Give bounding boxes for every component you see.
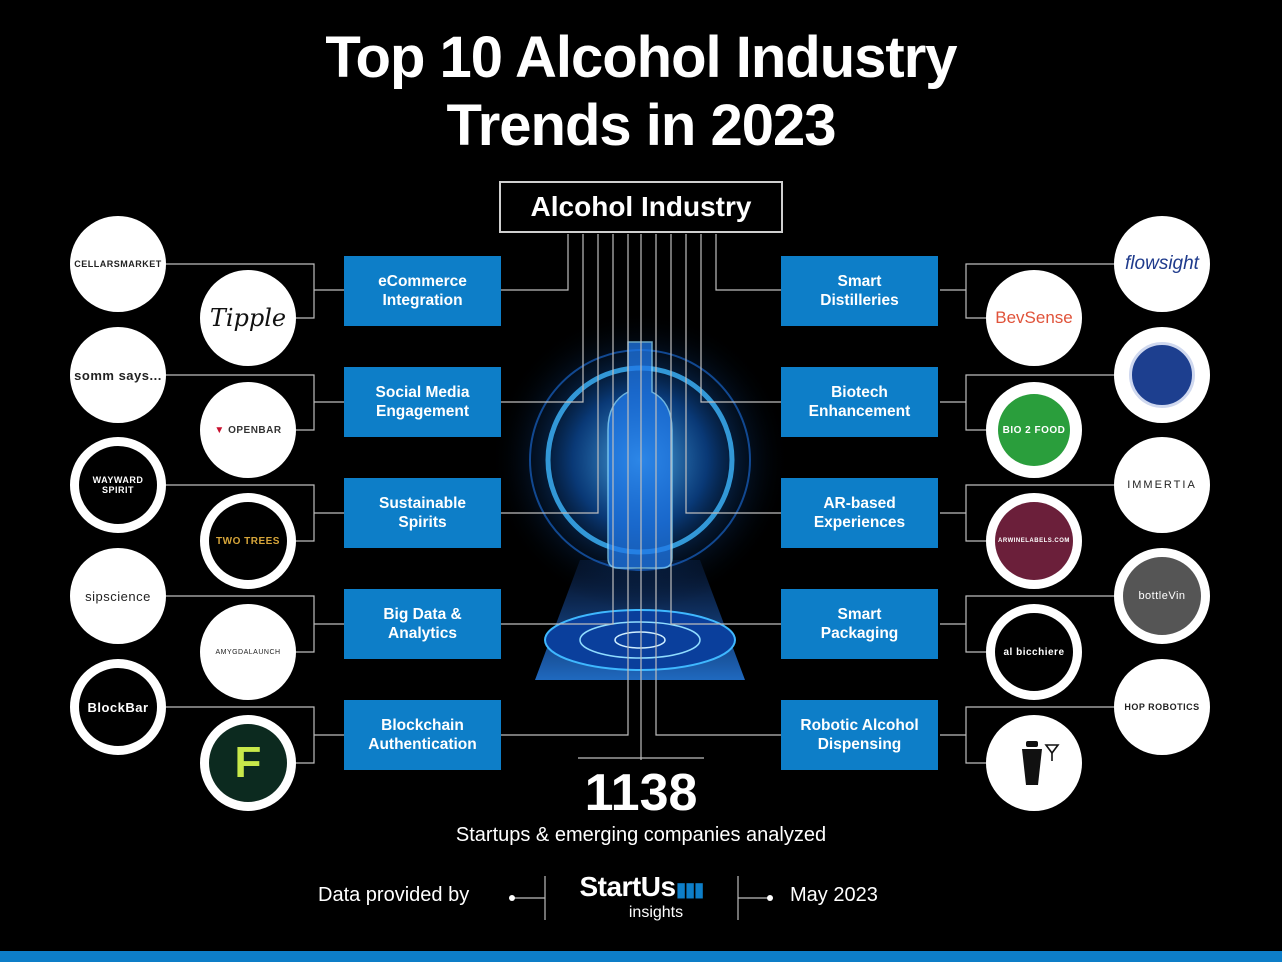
trend-social-media-engagement: Social Media Engagement — [344, 367, 501, 437]
startus-insights-logo: StartUs▮▮▮ insights — [566, 872, 716, 921]
logo-n-brand — [1114, 327, 1210, 423]
trend-label: Packaging — [820, 625, 899, 642]
logo-arwinelabels: ARWINELABELS.COM — [986, 493, 1082, 589]
title-line-1: Top 10 Alcohol Industry — [325, 25, 957, 90]
logo-text: CELLARSMARKET — [74, 259, 162, 269]
trend-label: Dispensing — [817, 736, 902, 753]
bars-icon: ▮▮▮ — [675, 879, 705, 901]
logo-al-bicchiere: al bicchiere — [986, 604, 1082, 700]
logo-f-brand: F — [200, 715, 296, 811]
logo-text: ARWINELABELS.COM — [998, 538, 1070, 544]
openbar-mark-icon: ▼ — [214, 424, 225, 436]
logo-text: BlockBar — [87, 699, 149, 715]
page-title: Top 10 Alcohol Industry Trends in 2023 — [0, 24, 1282, 160]
trend-label: Spirits — [398, 514, 447, 531]
trend-label: Integration — [382, 292, 463, 309]
logo-bio2food: BIO 2 FOOD — [986, 382, 1082, 478]
trend-label: Engagement — [375, 403, 469, 420]
trend-label: Robotic Alcohol — [800, 717, 919, 734]
logo-text: somm says... — [74, 367, 162, 383]
logo-text: sipscience — [85, 588, 151, 604]
logo-text: TWO TREES — [216, 535, 280, 547]
trend-label: Distilleries — [820, 292, 899, 309]
logo-text: WAYWARD SPIRIT — [92, 475, 144, 495]
trend-label: Blockchain — [381, 717, 464, 734]
logo-two-trees: TWO TREES — [200, 493, 296, 589]
logo-sipscience: sipscience — [70, 548, 166, 644]
trend-sustainable-spirits: Sustainable Spirits — [344, 478, 501, 548]
logo-tipple: Tipple — [200, 270, 296, 366]
trend-big-data-analytics: Big Data & Analytics — [344, 589, 501, 659]
logo-shaker — [986, 715, 1082, 811]
logo-immertia: IMMERTIA — [1114, 437, 1210, 533]
trend-smart-distilleries: Smart Distilleries — [781, 256, 938, 326]
trend-label: Social Media — [375, 384, 470, 401]
n-brand-mark-icon — [1129, 342, 1195, 408]
logo-text: bottleVin — [1138, 590, 1186, 602]
trend-blockchain-authentication: Blockchain Authentication — [344, 700, 501, 770]
logo-cellarsmarket: CELLARSMARKET — [70, 216, 166, 312]
logo-sommsays: somm says... — [70, 327, 166, 423]
report-date: May 2023 — [790, 884, 878, 906]
trend-label: Enhancement — [808, 403, 911, 420]
logo-text: HOP ROBOTICS — [1124, 702, 1200, 712]
trend-label: Big Data & — [383, 606, 462, 623]
trend-label: Analytics — [388, 625, 457, 642]
trend-biotech-enhancement: Biotech Enhancement — [781, 367, 938, 437]
logo-text: IMMERTIA — [1127, 479, 1197, 491]
logo-text: BIO 2 FOOD — [1002, 424, 1066, 436]
logo-blockbar: BlockBar — [70, 659, 166, 755]
trend-ecommerce-integration: eCommerce Integration — [344, 256, 501, 326]
trend-smart-packaging: Smart Packaging — [781, 589, 938, 659]
root-node: Alcohol Industry — [499, 181, 783, 233]
logo-wayward-spirit: WAYWARD SPIRIT — [70, 437, 166, 533]
logo-text: al bicchiere — [1003, 646, 1065, 658]
cocktail-shaker-icon — [1022, 741, 1060, 785]
logo-text: OPENBAR — [228, 424, 282, 436]
trend-robotic-alcohol-dispensing: Robotic Alcohol Dispensing — [781, 700, 938, 770]
brand-name: StartUs — [579, 871, 676, 902]
trend-ar-based-experiences: AR-based Experiences — [781, 478, 938, 548]
trend-label: eCommerce — [378, 273, 467, 290]
bottom-accent-bar — [0, 951, 1282, 962]
title-line-2: Trends in 2023 — [446, 93, 837, 158]
data-provided-by: Data provided by — [318, 884, 470, 906]
logo-openbar: ▼ OPENBAR — [200, 382, 296, 478]
brand-sub: insights — [628, 904, 684, 921]
logo-amygdalaunch: AMYGDALAUNCH — [200, 604, 296, 700]
logo-text: AMYGDALAUNCH — [215, 648, 281, 656]
trend-label: Experiences — [813, 514, 906, 531]
logo-bevsense: BevSense — [986, 270, 1082, 366]
platform-graphic — [544, 609, 736, 671]
trend-label: Sustainable — [379, 495, 466, 512]
trend-label: Authentication — [368, 736, 477, 753]
startups-count-label: Startups & emerging companies analyzed — [455, 824, 827, 846]
logo-hop-robotics: HOP ROBOTICS — [1114, 659, 1210, 755]
logo-text: flowsight — [1125, 253, 1199, 274]
trend-label: AR-based — [823, 495, 896, 512]
trend-label: Biotech — [831, 384, 888, 401]
trend-label: Smart — [837, 273, 882, 290]
logo-bottlevin: bottleVin — [1114, 548, 1210, 644]
logo-text: F — [234, 738, 262, 787]
trend-label: Smart — [837, 606, 882, 623]
logo-text: Tipple — [209, 304, 287, 332]
startups-count: 1138 — [584, 764, 698, 822]
logo-text: BevSense — [995, 308, 1073, 327]
logo-flowsight: flowsight — [1114, 216, 1210, 312]
